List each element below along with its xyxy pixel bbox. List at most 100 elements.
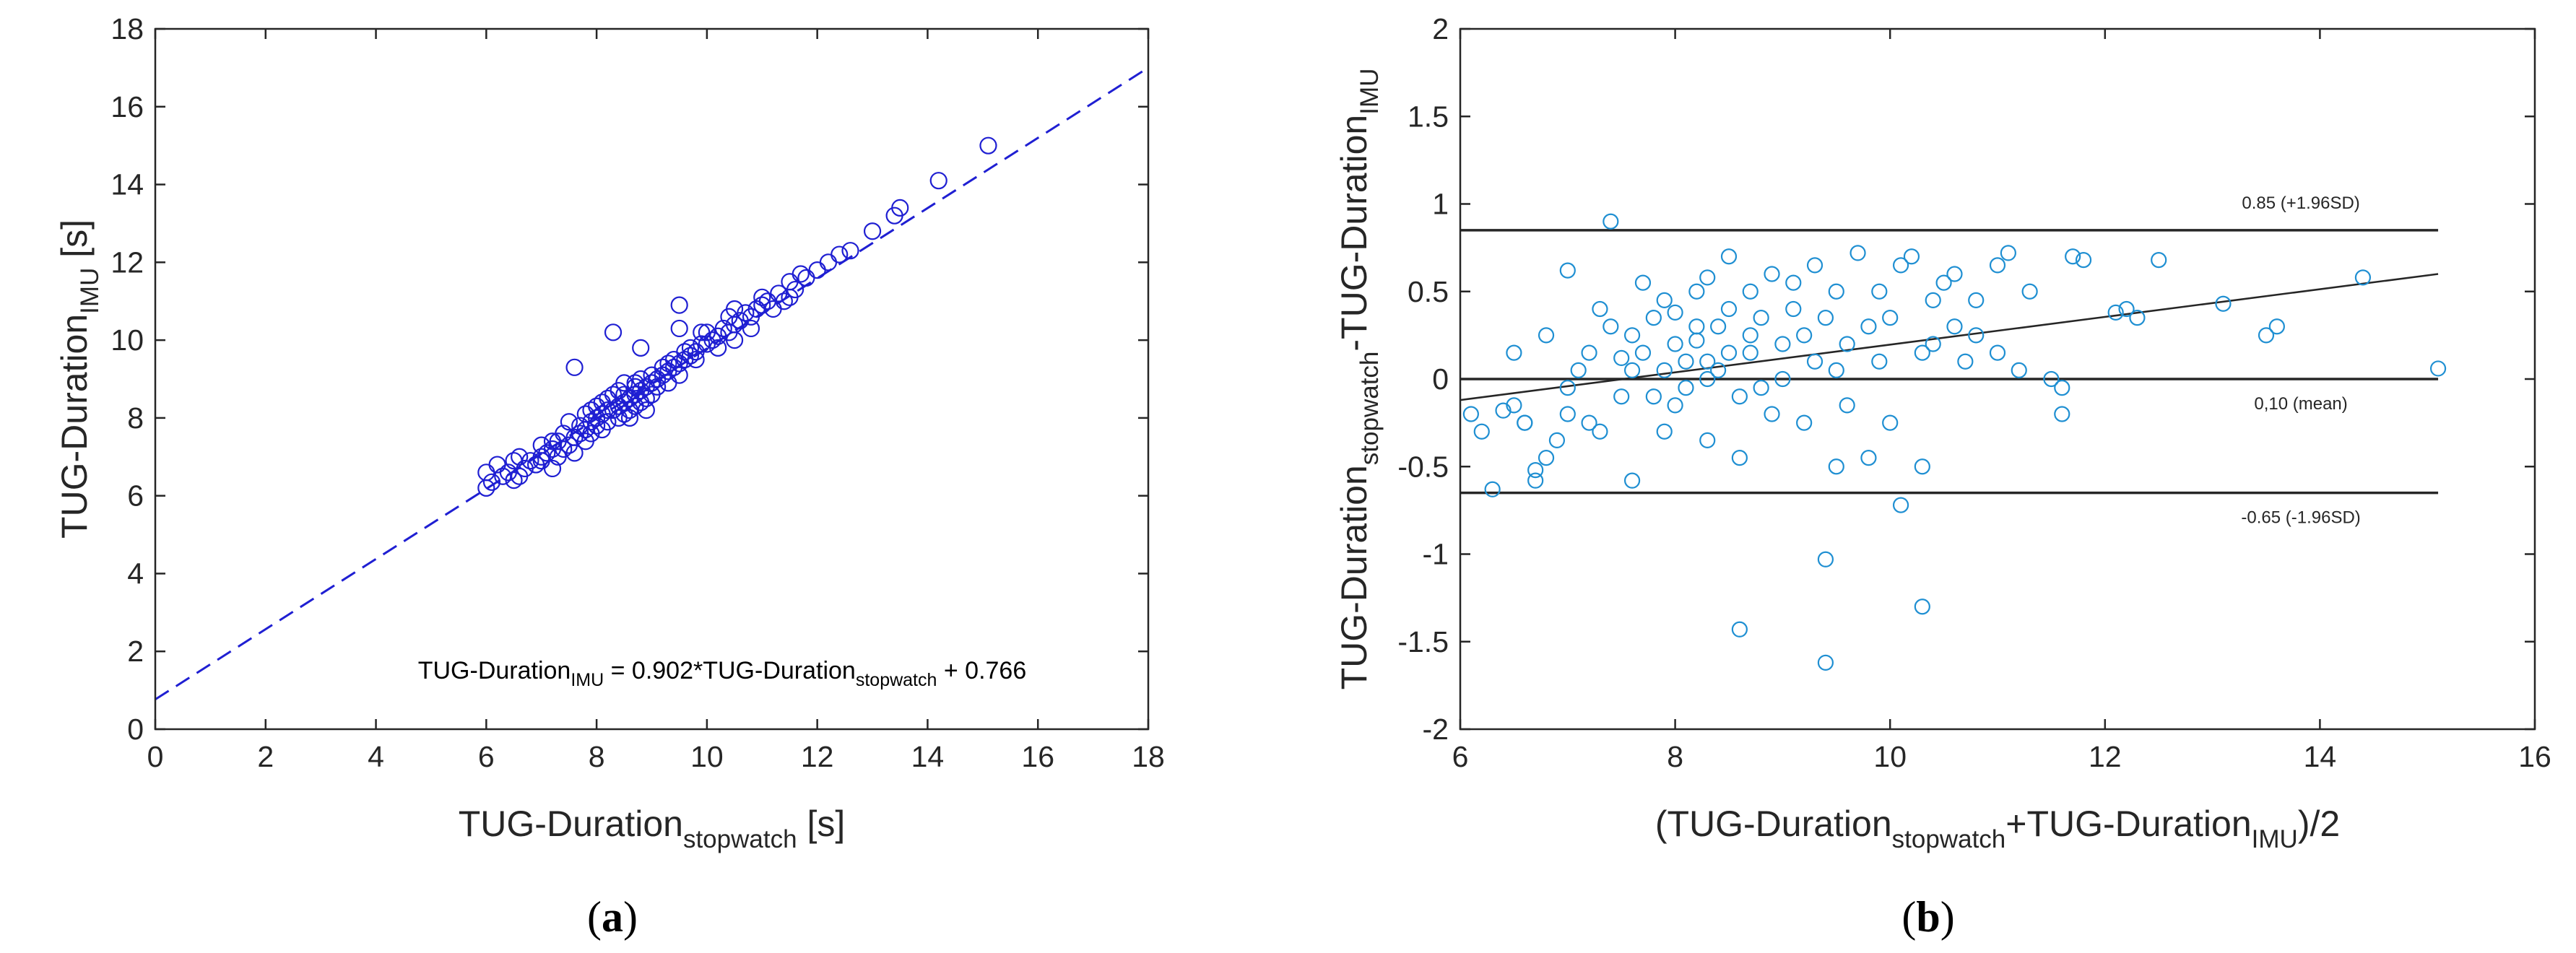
panel-b-data-point xyxy=(1559,380,1576,396)
panel-a-data-point xyxy=(543,459,562,478)
panel-a-data-point xyxy=(863,222,882,240)
panel-b-data-point xyxy=(1849,245,1866,261)
panel-b-label-open: ( xyxy=(1901,893,1916,941)
panel-b-data-point xyxy=(1506,344,1522,361)
panel-b-y-label-main: TUG-Duration xyxy=(1334,465,1374,689)
panel-b-data-point xyxy=(1871,283,1888,300)
panel-b-y-tick-label: 1.5 xyxy=(1408,100,1449,133)
panel-b-y-tick-label: -1 xyxy=(1423,538,1449,571)
panel-a-data-point xyxy=(538,444,556,462)
panel-a-y-tick-label: 10 xyxy=(110,323,144,357)
panel-a-data-point xyxy=(753,288,771,306)
panel-a-data-point xyxy=(781,288,799,306)
panel-b-data-point xyxy=(1731,388,1748,405)
panel-a-y-tick-label: 6 xyxy=(127,479,144,513)
panel-b-data-point xyxy=(1892,257,1909,274)
panel-a-y-axis-label-suffix: [s] xyxy=(54,219,95,268)
panel-b-data-point xyxy=(1903,248,1920,265)
panel-b-data-point xyxy=(1592,423,1608,440)
panel-b-data-point xyxy=(1742,344,1758,361)
panel-b-data-point xyxy=(1774,336,1791,352)
panel-b-data-point xyxy=(1634,274,1652,291)
panel-b-data-point xyxy=(1623,472,1641,489)
panel-b-y-tick-label: 1 xyxy=(1432,188,1449,221)
panel-a-data-point xyxy=(620,409,639,427)
panel-b-data-point xyxy=(1538,327,1555,344)
panel-b-data-point xyxy=(1764,406,1780,422)
panel-a-data-point xyxy=(615,374,633,392)
panel-b-data-point xyxy=(1603,318,1619,335)
panel-a-data-point xyxy=(511,448,529,466)
panel-b-data-point xyxy=(2268,318,2285,335)
panel-b-y-tick-label: -1.5 xyxy=(1397,625,1449,658)
panel-a-data-point xyxy=(670,296,688,314)
panel-b-data-point xyxy=(1688,283,1705,300)
panel-a-x-tick-label: 18 xyxy=(1132,740,1165,773)
panel-a-x-tick-label: 4 xyxy=(368,740,384,773)
panel-b-data-point xyxy=(1871,353,1888,370)
panel-a-data-point xyxy=(737,304,755,322)
panel-a-y-tick-label: 8 xyxy=(127,401,144,435)
panel-b-data-point xyxy=(1817,551,1834,567)
panel-a-y-tick-label: 0 xyxy=(127,713,144,746)
panel-b-data-point xyxy=(1774,370,1791,388)
panel-b-x-tick-label: 16 xyxy=(2518,740,2551,773)
panel-b-data-point xyxy=(1517,414,1533,431)
panel-b-data-point xyxy=(2258,327,2275,344)
panel-b-data-point xyxy=(1806,353,1823,370)
panel-a-data-point xyxy=(709,339,727,357)
panel-a-y-axis-label-sub: IMU xyxy=(76,268,104,314)
panel-a-x-tick-label: 10 xyxy=(690,740,724,773)
panel-b-y-tick-label: -2 xyxy=(1423,713,1449,746)
panel-b-data-point xyxy=(1656,362,1673,378)
panel-b-x-label-sub2: IMU xyxy=(2252,825,2298,853)
panel-b-data-point xyxy=(1592,300,1608,318)
panel-a-data-point xyxy=(693,323,711,341)
panel-b-data-point xyxy=(1935,274,1952,291)
panel-a-data-point xyxy=(488,456,506,474)
panel-a-x-tick-label: 14 xyxy=(911,740,945,773)
panel-b-data-point xyxy=(1667,304,1683,321)
panel-b-data-point xyxy=(1462,406,1479,422)
panel-b-data-point xyxy=(1570,362,1587,378)
panel-a-label: (a) xyxy=(587,893,638,941)
panel-b-trend-line xyxy=(1460,273,2439,401)
panel-a-data-point xyxy=(725,331,744,349)
panel-a-x-tick-label: 0 xyxy=(147,740,164,773)
panel-a-x-tick-label: 2 xyxy=(257,740,274,773)
panel-b-data-point xyxy=(1667,336,1683,352)
panel-b-x-ticks: 6 8 10 12 14 16 xyxy=(1452,29,2551,773)
panel-a-y-tick-label: 14 xyxy=(110,168,144,201)
panel-b-data-point xyxy=(1860,450,1877,466)
equation-mid: = 0.902*TUG-Duration xyxy=(604,657,856,684)
panel-b-data-point xyxy=(1817,310,1834,326)
panel-b-bland-altman-plot: 0.85 (+1.96SD) 0,10 (mean) -0.65 (-1.96SD)… xyxy=(1334,12,2551,941)
panel-a-x-axis-label-suffix: [s] xyxy=(797,804,846,844)
panel-b-data-point xyxy=(1699,370,1716,388)
panel-a-scatter-plot: 0 2 4 6 8 10 12 14 16 18 0 2 4 6 8 10 12 14 16 18 TUG-Dura… xyxy=(54,12,1165,941)
panel-b-x-tick-label: 8 xyxy=(1667,740,1683,773)
panel-b-data-point xyxy=(1656,292,1673,308)
panel-b-data-point xyxy=(1989,257,2006,274)
panel-b-data-point xyxy=(1527,461,1544,479)
panel-b-data-point xyxy=(1678,380,1694,396)
panel-a-x-tick-label: 16 xyxy=(1021,740,1054,773)
panel-a-data-point xyxy=(632,339,650,357)
panel-b-data-point xyxy=(1796,414,1813,431)
panel-b-reference-line-label: 0.85 (+1.96SD) xyxy=(2242,193,2359,213)
panel-a-y-tick-label: 18 xyxy=(110,12,144,45)
panel-b-data-point xyxy=(1603,213,1619,230)
panel-b-reference-line-label: -0.65 (-1.96SD) xyxy=(2241,508,2360,528)
panel-b-label-close: ) xyxy=(1940,893,1955,941)
panel-a-data-point xyxy=(687,350,705,369)
panel-a-data-point xyxy=(979,136,997,155)
panel-b-data-point xyxy=(2215,295,2232,312)
panel-a-y-axis-label: TUG-DurationIMU [s] xyxy=(54,219,104,539)
panel-b-data-point xyxy=(1925,336,1941,352)
panel-b-data-point xyxy=(2054,406,2070,422)
panel-a-y-tick-label: 12 xyxy=(110,245,144,279)
panel-b-data-point xyxy=(2107,304,2124,321)
panel-a-label-close: ) xyxy=(623,893,638,941)
panel-b-data-point xyxy=(2129,310,2146,326)
